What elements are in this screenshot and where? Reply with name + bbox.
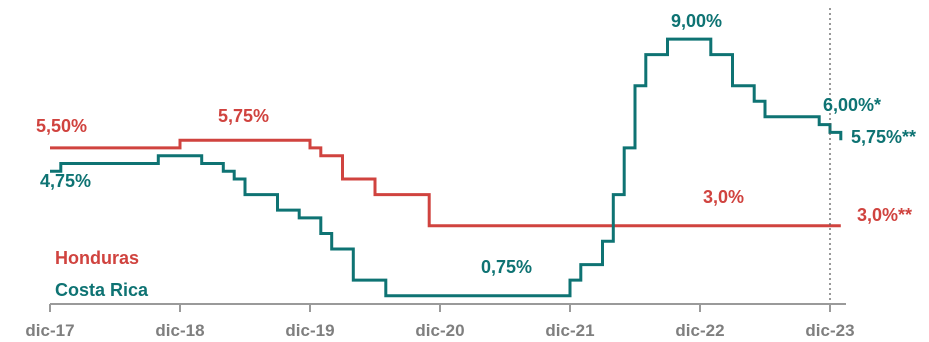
x-axis-ticks: dic-17 dic-18 dic-19 dic-20 dic-21 dic-22 dic-… [25, 304, 855, 340]
honduras-peak-label: 5,75% [218, 106, 269, 126]
costa-rica-end-label: 5,75%** [851, 127, 916, 147]
x-tick-label: dic-23 [805, 321, 854, 340]
costa-rica-peak-label: 9,00% [671, 11, 722, 31]
legend-honduras: Honduras [55, 248, 139, 268]
costa-rica-start-label: 4,75% [40, 171, 91, 191]
honduras-start-label: 5,50% [36, 116, 87, 136]
x-tick-label: dic-20 [415, 321, 464, 340]
x-tick-label: dic-21 [545, 321, 594, 340]
x-tick-label: dic-18 [155, 321, 204, 340]
series-line-honduras [50, 138, 841, 228]
series-layer [50, 37, 843, 298]
series-line-costa-rica [50, 37, 843, 298]
honduras-end-label: 3,0%** [857, 205, 912, 225]
costa-rica-dec-label: 6,00%* [823, 95, 881, 115]
x-tick-label: dic-22 [675, 321, 724, 340]
legend-costa-rica: Costa Rica [55, 280, 149, 300]
honduras-flat-label: 3,0% [703, 187, 744, 207]
costa-rica-low-label: 0,75% [481, 257, 532, 277]
x-tick-label: dic-19 [285, 321, 334, 340]
x-tick-label: dic-17 [25, 321, 74, 340]
